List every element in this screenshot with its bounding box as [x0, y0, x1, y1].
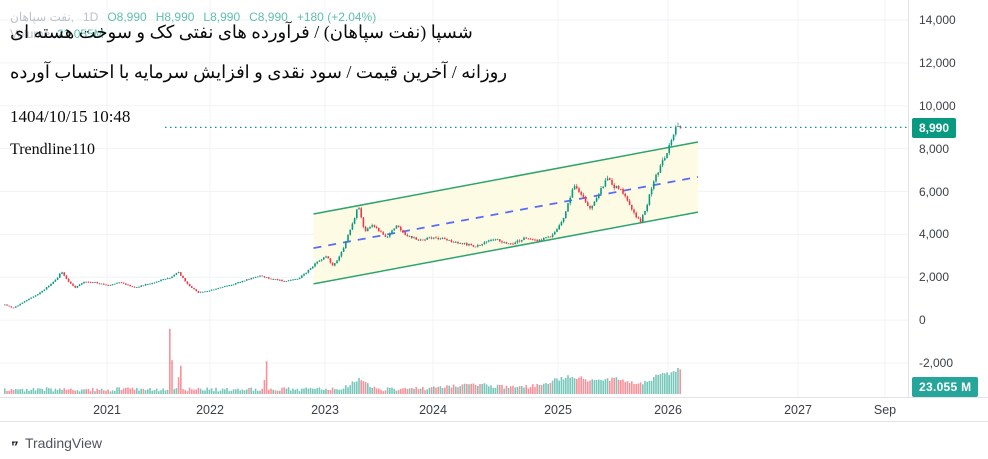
volume-legend: Volume 23.055M [10, 27, 104, 41]
price-axis-label: 0 [919, 313, 926, 328]
symbol-interval[interactable]: 1D [83, 10, 99, 24]
footer: TradingView [0, 423, 988, 459]
price-axis-label: 12,000 [919, 55, 956, 70]
ohlc-change: +180 (+2.04%) [296, 10, 377, 24]
price-axis-label: 8,000 [919, 141, 950, 156]
last-price-badge: 8,990 [912, 118, 957, 139]
last-volume-badge: 23.055 M [912, 377, 979, 397]
chart-pane[interactable]: نفت سپاهان, 1D O8,990 H8,990 L8,990 C8,9… [0, 0, 908, 397]
time-axis-label: 2025 [544, 403, 572, 417]
annotation-trendline-label: Trendline110 [10, 141, 96, 158]
volume-value: 23.055M [57, 27, 104, 41]
annotation-datetime: 1404/10/15 10:48 [10, 107, 131, 126]
price-axis[interactable]: 14,000 12,000 10,000 8,000 6,000 4,000 2,000 0 -… [908, 0, 988, 422]
time-axis-label: 2027 [784, 403, 812, 417]
chart-canvas[interactable] [0, 0, 908, 397]
price-axis-label: 4,000 [919, 227, 950, 242]
time-axis-label: 2021 [93, 403, 121, 417]
candles [4, 122, 681, 309]
time-axis-label: 2022 [196, 403, 224, 417]
time-axis[interactable]: 2021 2022 2023 2024 2025 2026 2027 Sep [0, 397, 988, 422]
annotation-symbol-title: شسپا (نفت سپاهان) / فرآورده های نفتی کک … [10, 22, 473, 42]
time-axis-label: 2024 [419, 403, 447, 417]
volume-label: Volume [10, 27, 51, 41]
ohlc-open: O8,990 [107, 10, 147, 24]
tradingview-logo[interactable]: TradingView [12, 434, 102, 452]
volume-bars [4, 328, 681, 394]
ohlc-close: C8,990 [249, 10, 288, 24]
price-axis-label: -2,000 [919, 356, 954, 370]
tradingview-logo-icon [12, 440, 19, 446]
price-axis-label: 14,000 [919, 13, 956, 27]
ohlc-high: H8,990 [155, 10, 195, 24]
tradingview-brand-text: TradingView [24, 435, 102, 451]
trend-channel [313, 141, 699, 285]
price-axis-label: 10,000 [919, 98, 956, 113]
time-axis-label: Sep [873, 403, 897, 417]
price-axis-label: 6,000 [919, 184, 950, 199]
symbol-name[interactable]: نفت سپاهان, [10, 10, 74, 24]
time-axis-label: 2023 [311, 403, 339, 417]
time-axis-label: 2026 [654, 403, 682, 417]
symbol-legend[interactable]: نفت سپاهان, 1D O8,990 H8,990 L8,990 C8,9… [10, 10, 376, 24]
annotation-subtitle: روزانه / آخرین قیمت / سود نقدی و افزایش … [10, 62, 508, 82]
ohlc-low: L8,990 [203, 10, 241, 24]
price-axis-label: 2,000 [919, 270, 950, 285]
